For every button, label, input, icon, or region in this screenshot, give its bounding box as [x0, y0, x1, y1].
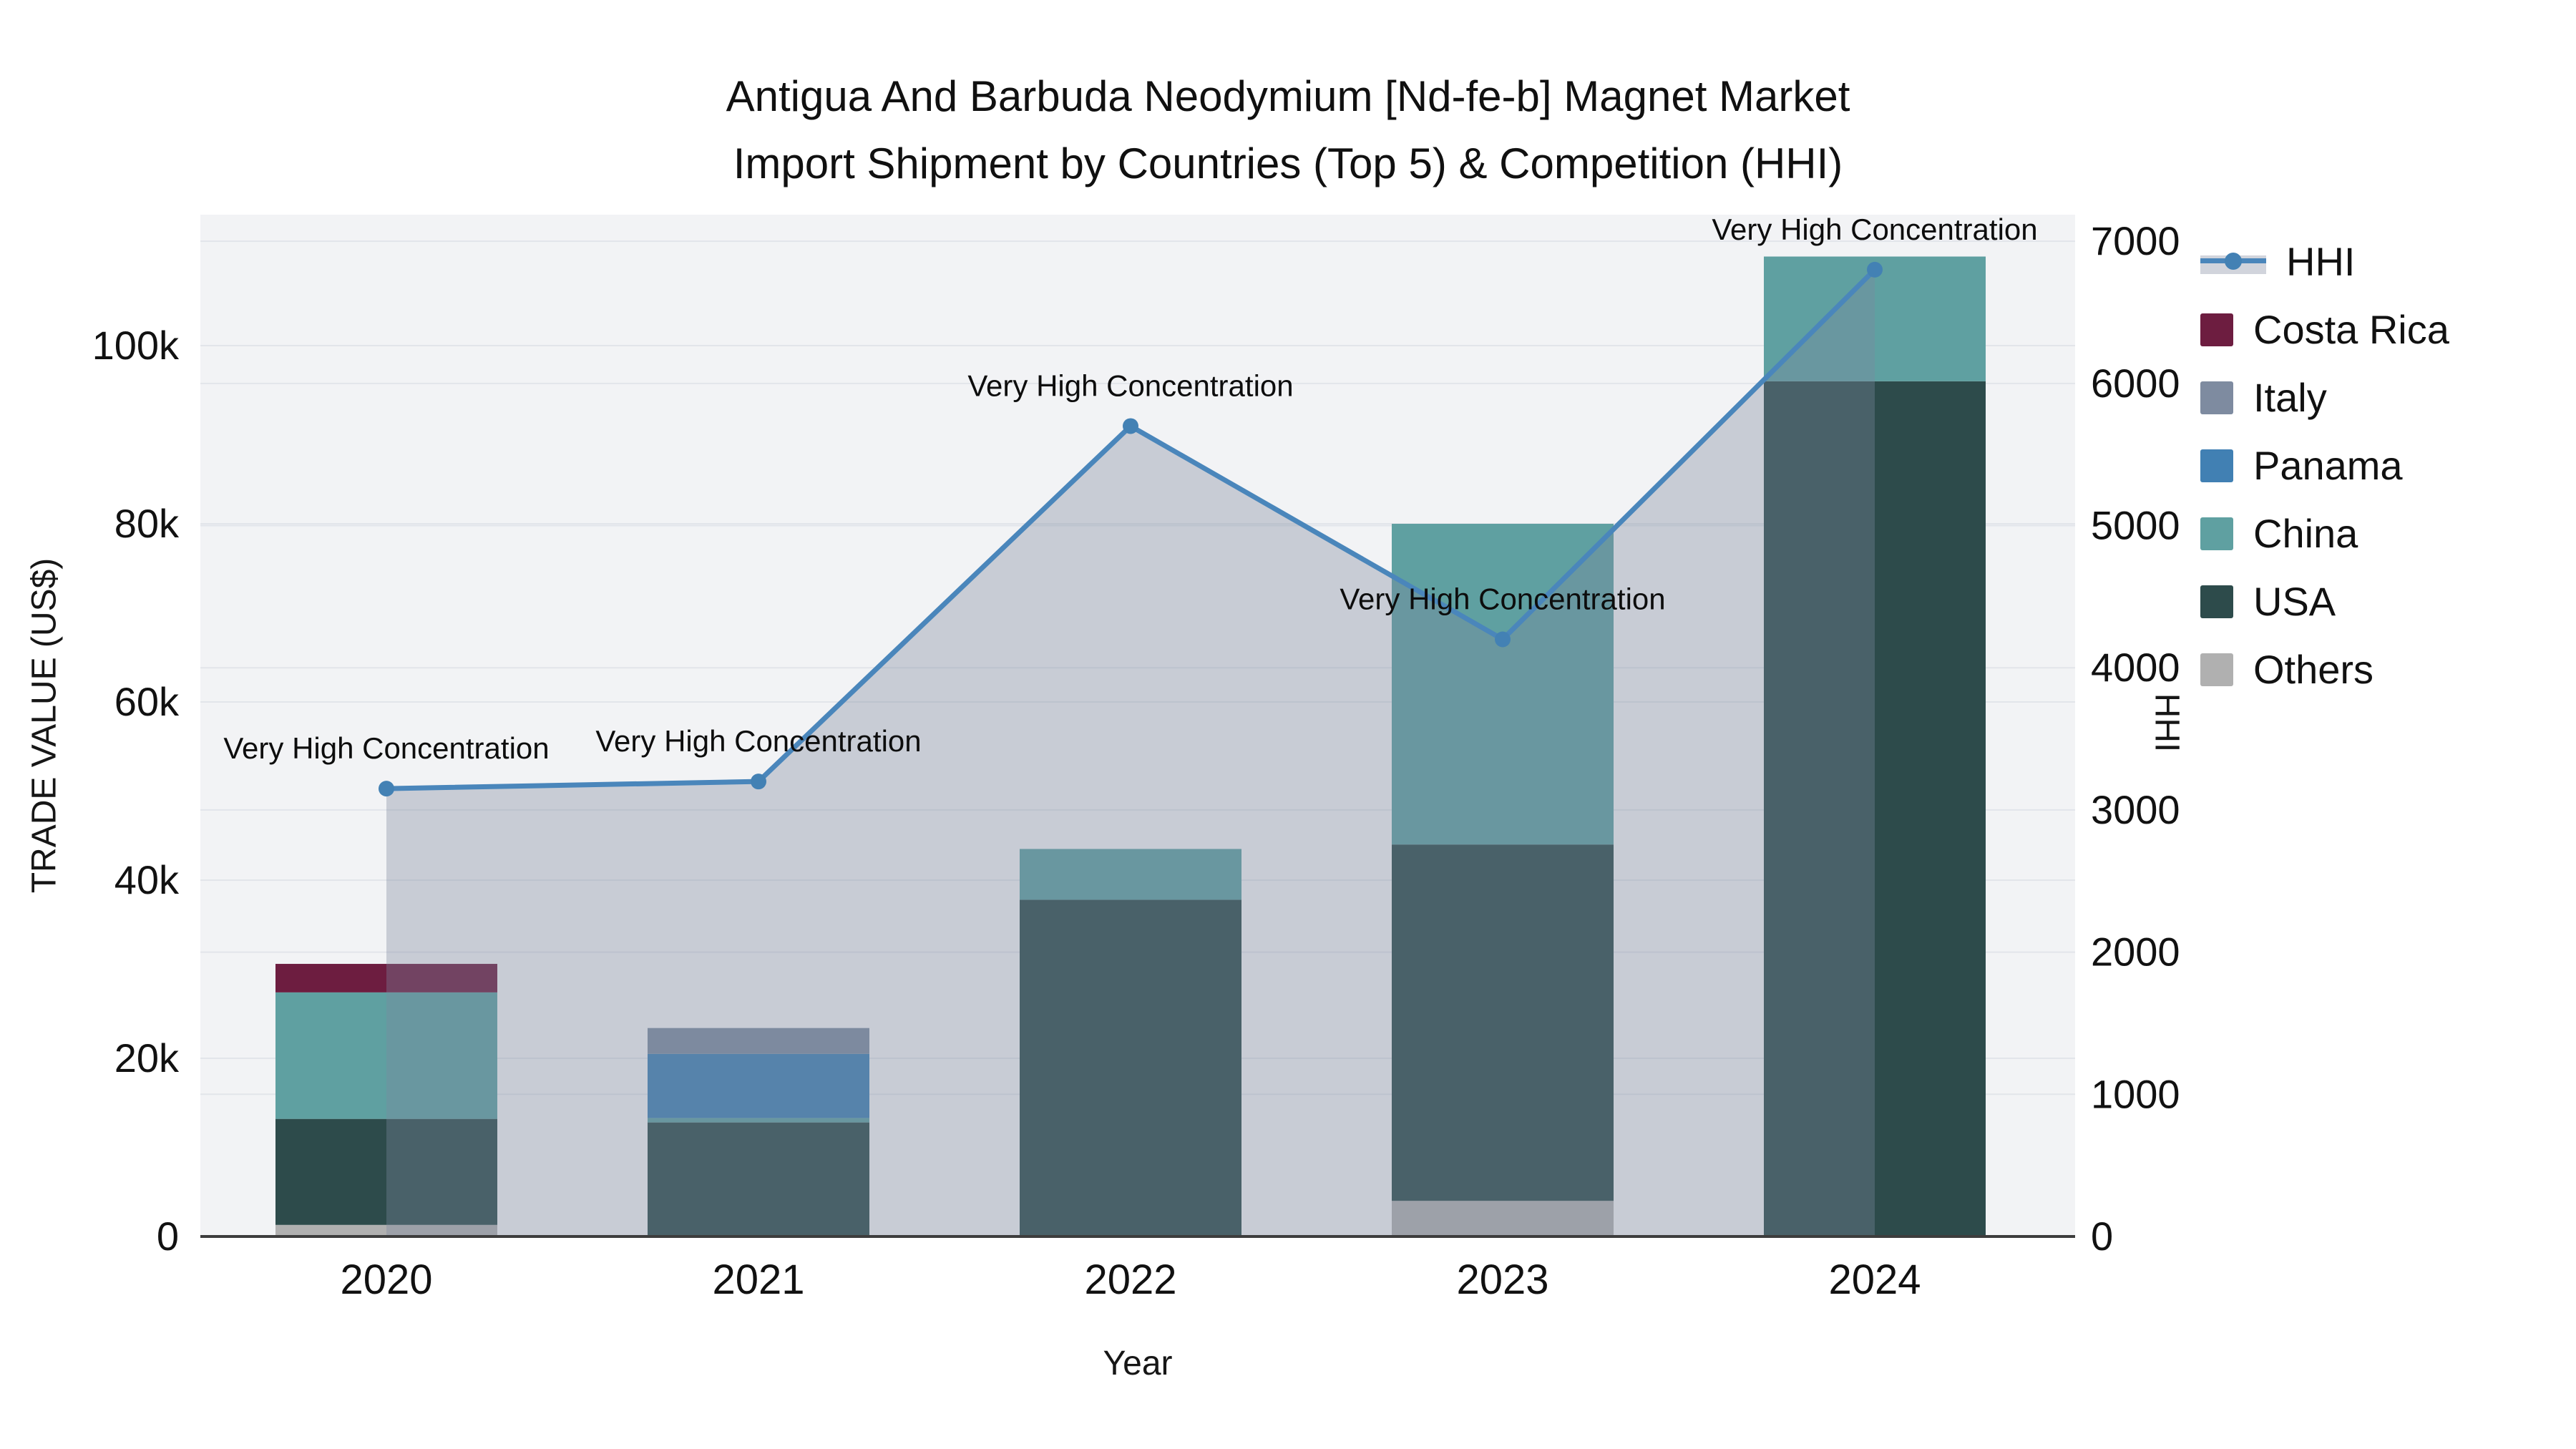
- y-left-tick-40k: 40k: [114, 857, 180, 902]
- y-right-tick-6000: 6000: [2091, 361, 2180, 406]
- legend: HHI Costa Rica Italy Panama China USA Others: [2200, 228, 2449, 703]
- hhi-marker-2021[interactable]: [751, 774, 766, 790]
- y-right-tick-1000: 1000: [2091, 1071, 2180, 1116]
- bar-segment-china[interactable]: [1020, 849, 1241, 900]
- annotation-2024: Very High Concentration: [1712, 213, 2037, 246]
- y-right-tick-7000: 7000: [2091, 218, 2180, 263]
- legend-swatch-icon: [2200, 313, 2233, 346]
- legend-swatch-icon: [2200, 381, 2233, 414]
- annotation-2022: Very High Concentration: [967, 369, 1293, 402]
- legend-item-china[interactable]: China: [2200, 499, 2449, 567]
- chart-title-line2: Import Shipment by Countries (Top 5) & C…: [733, 140, 1843, 187]
- x-tick-2023: 2023: [1456, 1257, 1548, 1303]
- x-tick-2020: 2020: [340, 1257, 432, 1303]
- legend-label: Others: [2253, 647, 2374, 692]
- legend-item-panama[interactable]: Panama: [2200, 431, 2449, 499]
- legend-label: Panama: [2253, 443, 2403, 488]
- legend-swatch-icon: [2200, 517, 2233, 550]
- y-left-tick-60k: 60k: [114, 679, 180, 724]
- annotation-2023: Very High Concentration: [1340, 582, 1665, 615]
- legend-item-hhi[interactable]: HHI: [2200, 228, 2449, 296]
- y-left-tick-100k: 100k: [92, 323, 180, 368]
- legend-item-others[interactable]: Others: [2200, 635, 2449, 703]
- bar-segment-italy[interactable]: [648, 1028, 869, 1054]
- legend-item-usa[interactable]: USA: [2200, 567, 2449, 635]
- legend-label: China: [2253, 511, 2358, 556]
- y-axis-right-title: HHI: [2147, 693, 2186, 753]
- x-tick-2022: 2022: [1084, 1257, 1176, 1303]
- hhi-marker-2024[interactable]: [1867, 261, 1883, 278]
- chart-title-line1: Antigua And Barbuda Neodymium [Nd-fe-b] …: [726, 72, 1850, 120]
- legend-label: USA: [2253, 579, 2336, 624]
- x-axis-title: Year: [1103, 1345, 1173, 1382]
- bar-segment-china[interactable]: [1392, 524, 1614, 845]
- bar-segment-panama[interactable]: [648, 1053, 869, 1118]
- legend-item-costa-rica[interactable]: Costa Rica: [2200, 296, 2449, 364]
- y-right-tick-0: 0: [2091, 1214, 2113, 1259]
- legend-swatch-icon: [2200, 585, 2233, 618]
- bar-segment-costa-rica[interactable]: [275, 964, 497, 992]
- y-left-tick-0: 0: [157, 1214, 179, 1259]
- bar-segment-others[interactable]: [1392, 1201, 1614, 1236]
- annotation-2020: Very High Concentration: [223, 731, 549, 765]
- bar-segment-china[interactable]: [275, 992, 497, 1119]
- y-right-tick-2000: 2000: [2091, 930, 2180, 975]
- legend-item-italy[interactable]: Italy: [2200, 364, 2449, 431]
- legend-label: Italy: [2253, 375, 2327, 420]
- legend-swatch-icon: [2200, 449, 2233, 482]
- x-tick-2024: 2024: [1828, 1257, 1921, 1303]
- hhi-area-fill: [386, 269, 1875, 1237]
- y-axis-left-title: TRADE VALUE (US$): [25, 557, 64, 894]
- legend-swatch-icon: [2200, 653, 2233, 686]
- y-right-tick-5000: 5000: [2091, 503, 2180, 548]
- annotation-2021: Very High Concentration: [595, 724, 921, 758]
- y-left-tick-20k: 20k: [114, 1035, 180, 1080]
- bar-segment-china[interactable]: [648, 1118, 869, 1123]
- bar-segment-usa[interactable]: [275, 1118, 497, 1225]
- y-left-tick-80k: 80k: [114, 501, 180, 546]
- bar-segment-others[interactable]: [275, 1224, 497, 1236]
- bar-segment-usa[interactable]: [1392, 844, 1614, 1201]
- hhi-marker-2022[interactable]: [1123, 418, 1138, 434]
- bar-segment-usa[interactable]: [1764, 381, 1986, 1237]
- bar-segment-usa[interactable]: [1020, 899, 1241, 1236]
- legend-label: HHI: [2286, 239, 2356, 284]
- hhi-marker-2023[interactable]: [1495, 631, 1511, 648]
- y-right-tick-3000: 3000: [2091, 787, 2180, 832]
- hhi-line-icon: [2200, 245, 2266, 278]
- chart-title: Antigua And Barbuda Neodymium [Nd-fe-b] …: [0, 63, 2576, 197]
- bar-segment-usa[interactable]: [648, 1122, 869, 1236]
- x-tick-2021: 2021: [712, 1257, 804, 1303]
- hhi-marker-2020[interactable]: [379, 781, 394, 797]
- y-right-tick-4000: 4000: [2091, 645, 2180, 690]
- legend-label: Costa Rica: [2253, 307, 2449, 352]
